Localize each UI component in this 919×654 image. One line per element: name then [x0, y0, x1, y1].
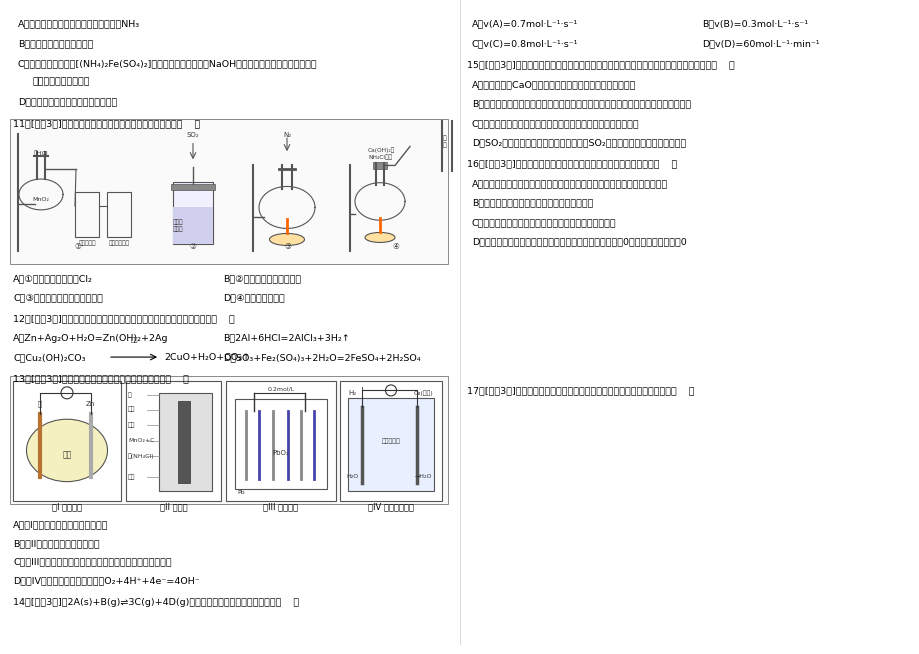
Text: D．铵盐都能与碱反应，不能与酸反应: D．铵盐都能与碱反应，不能与酸反应 — [18, 97, 117, 107]
Text: MnO₂+C: MnO₂+C — [128, 438, 154, 443]
Text: D．可逆反应达到平衡状态时，各组分物质的量浓度变化为0，则化学反应速率为0: D．可逆反应达到平衡状态时，各组分物质的量浓度变化为0，则化学反应速率为0 — [471, 237, 686, 247]
Text: C．可逆反应达到平衡状态时，各组分物质的量不再改变: C．可逆反应达到平衡状态时，各组分物质的量不再改变 — [471, 218, 616, 227]
Text: 15．[本题3分]化学与科技生产、生活环境密切相关。下列有关物质性质与用途说法正确的是（    ）: 15．[本题3分]化学与科技生产、生活环境密切相关。下列有关物质性质与用途说法正… — [467, 61, 734, 69]
Text: 碳棒: 碳棒 — [128, 422, 135, 428]
Text: 蕊试纸检验，试纸变蓝: 蕊试纸检验，试纸变蓝 — [33, 77, 90, 86]
Ellipse shape — [269, 233, 304, 245]
Text: 17．[本题3分]下列有关实验的操作、现象以及得出的解释或结论均正确的是（    ）: 17．[本题3分]下列有关实验的操作、现象以及得出的解释或结论均正确的是（ ） — [467, 387, 694, 395]
Text: 水果: 水果 — [62, 451, 72, 460]
Text: ②: ② — [189, 243, 197, 251]
Bar — [107, 192, 130, 237]
Text: D．图IV所示电池中正极反应为：O₂+4H⁺+4e⁻=4OH⁻: D．图IV所示电池中正极反应为：O₂+4H⁺+4e⁻=4OH⁻ — [13, 576, 199, 585]
Text: →H₂O: →H₂O — [414, 474, 432, 479]
Text: B．v(B)=0.3mol·L⁻¹·s⁻¹: B．v(B)=0.3mol·L⁻¹·s⁻¹ — [701, 19, 807, 28]
Text: 电解质溶液: 电解质溶液 — [381, 438, 400, 443]
Bar — [178, 401, 189, 483]
Text: B．图II所示干电池中锌皮作负极: B．图II所示干电池中锌皮作负极 — [13, 540, 99, 548]
Text: 2CuO+H₂O+CO₂↑: 2CuO+H₂O+CO₂↑ — [164, 353, 250, 362]
Text: D．④实验室制取氢气: D．④实验室制取氢气 — [222, 293, 285, 302]
Text: B．常温下可用铁制或铝制容器贮藏运输液硝酸，因为铁、铝与液硝酸常温下不反应。: B．常温下可用铁制或铝制容器贮藏运输液硝酸，因为铁、铝与液硝酸常温下不反应。 — [471, 99, 690, 109]
Text: 0.2mol/L: 0.2mol/L — [267, 387, 294, 392]
Text: C．Cu₂(OH)₂CO₃: C．Cu₂(OH)₂CO₃ — [13, 353, 85, 362]
Text: A．燃煤中加入CaO可以减少酸雨的形成及温室气体的排放。: A．燃煤中加入CaO可以减少酸雨的形成及温室气体的排放。 — [471, 80, 636, 89]
Text: H₂O: H₂O — [346, 474, 358, 479]
Bar — [10, 376, 448, 504]
Text: A．v(A)=0.7mol·L⁻¹·s⁻¹: A．v(A)=0.7mol·L⁻¹·s⁻¹ — [471, 19, 578, 28]
Text: 13．[本题3分]下列四个常用电化学装置的叙述错误的是（    ）: 13．[本题3分]下列四个常用电化学装置的叙述错误的是（ ） — [13, 374, 188, 383]
Text: Pb: Pb — [237, 490, 244, 495]
Text: D．SO₃+Fe₂(SO₄)₃+2H₂O=2FeSO₄+2H₂SO₄: D．SO₃+Fe₂(SO₄)₃+2H₂O=2FeSO₄+2H₂SO₄ — [222, 353, 420, 362]
Text: 棉
花: 棉 花 — [443, 135, 447, 148]
Text: C．向盛有硫酸亚铁铵[(NH₄)₂Fe(SO₄)₂]溶液的试管中滴加少量NaOH溶液，在试管口用湿润的红色石: C．向盛有硫酸亚铁铵[(NH₄)₂Fe(SO₄)₂]溶液的试管中滴加少量NaOH… — [18, 60, 317, 69]
Text: B．②验证二氧化硫的漂白性: B．②验证二氧化硫的漂白性 — [222, 275, 301, 283]
Text: 图II 干电池: 图II 干电池 — [160, 503, 187, 512]
Bar — [372, 162, 387, 169]
Text: 图I 水果电池: 图I 水果电池 — [51, 503, 82, 512]
Ellipse shape — [27, 419, 108, 481]
Bar — [13, 381, 121, 501]
Text: C．v(C)=0.8mol·L⁻¹·s⁻¹: C．v(C)=0.8mol·L⁻¹·s⁻¹ — [471, 39, 578, 48]
Bar — [226, 381, 335, 501]
Text: C．③可进行单质铁与硫粉的反应: C．③可进行单质铁与硫粉的反应 — [13, 293, 103, 302]
Text: B．2Al+6HCl=2AlCl₃+3H₂↑: B．2Al+6HCl=2AlCl₃+3H₂↑ — [222, 334, 349, 343]
Text: D．v(D)=60mol·L⁻¹·min⁻¹: D．v(D)=60mol·L⁻¹·min⁻¹ — [701, 39, 819, 48]
Text: 图III 铅蓄电池: 图III 铅蓄电池 — [263, 503, 299, 512]
Bar — [10, 120, 448, 264]
Bar — [75, 192, 99, 237]
Text: B．绝大多数铵盐都易溶于水: B．绝大多数铵盐都易溶于水 — [18, 39, 93, 48]
Text: Zn: Zn — [86, 401, 96, 407]
Bar — [171, 184, 215, 190]
Text: 16．[本题3分]关于化学反应速率与化学反应限度，下列说法正确的是（    ）: 16．[本题3分]关于化学反应速率与化学反应限度，下列说法正确的是（ ） — [467, 160, 676, 169]
Bar — [340, 381, 441, 501]
Text: 12．[本题3分]下面四个化学反应，你认为理论上不可用于设计原电池的是（    ）: 12．[本题3分]下面四个化学反应，你认为理论上不可用于设计原电池的是（ ） — [13, 314, 234, 323]
Text: 铜: 铜 — [38, 401, 42, 407]
Text: C．图III所示电池为二次电池，放电过程中硫酸溶液浓度减小: C．图III所示电池为二次电池，放电过程中硫酸溶液浓度减小 — [13, 558, 172, 567]
Ellipse shape — [365, 232, 394, 243]
Text: Ca(OH)₂和
NH₄Cl固体: Ca(OH)₂和 NH₄Cl固体 — [368, 147, 395, 160]
Bar — [234, 399, 327, 489]
Text: ④: ④ — [391, 243, 399, 251]
Text: O₂(空气): O₂(空气) — [414, 390, 433, 396]
Text: A．图I所示电池中，电流从铜片流出: A．图I所示电池中，电流从铜片流出 — [13, 521, 108, 530]
Text: 氢氧化钠溶液: 氢氧化钠溶液 — [108, 241, 130, 246]
Text: 图IV 氢氧燃料电池: 图IV 氢氧燃料电池 — [368, 503, 414, 512]
Text: SO₂: SO₂ — [187, 133, 199, 139]
Text: ③: ③ — [284, 243, 291, 251]
Text: 饱和食盐水: 饱和食盐水 — [78, 241, 96, 246]
Text: 稀HCl: 稀HCl — [34, 151, 49, 156]
Bar — [126, 381, 221, 501]
Text: B．化学反应速率表示化学反应进行的瞬时速率: B．化学反应速率表示化学反应进行的瞬时速率 — [471, 198, 593, 207]
Text: 锌皮: 锌皮 — [128, 474, 135, 479]
Bar — [173, 182, 213, 245]
Text: PbO₂: PbO₂ — [272, 450, 289, 456]
Bar — [173, 207, 213, 245]
Text: D．SO₂和氮氧化物对环境有很大危害，如SO₂是造成光化学烟雾的罪魁祸首。: D．SO₂和氮氧化物对环境有很大危害，如SO₂是造成光化学烟雾的罪魁祸首。 — [471, 139, 686, 147]
Text: 糊(NH₄Cl): 糊(NH₄Cl) — [128, 454, 154, 459]
Text: H₂: H₂ — [347, 390, 356, 396]
Text: A．单位时间内反应物或生成物的物质的量变化越大，表示化学反应速率越快: A．单位时间内反应物或生成物的物质的量变化越大，表示化学反应速率越快 — [471, 179, 667, 188]
Text: 11．[本题3分]下列实验操作正确且能达到相应实验目的的是（    ）: 11．[本题3分]下列实验操作正确且能达到相应实验目的的是（ ） — [13, 119, 200, 128]
Text: A．所有铵盐受热均可以分解，产物均有NH₃: A．所有铵盐受热均可以分解，产物均有NH₃ — [18, 19, 140, 28]
Text: A．①实验室制取纯净的Cl₂: A．①实验室制取纯净的Cl₂ — [13, 275, 93, 283]
Text: C．硝酸是重要的化工原料，用于制化肥、农药、炸药、染料等。: C．硝酸是重要的化工原料，用于制化肥、农药、炸药、染料等。 — [471, 119, 639, 128]
Text: 帽: 帽 — [128, 392, 131, 398]
Bar — [159, 393, 211, 491]
Text: ①: ① — [74, 243, 82, 251]
Bar — [347, 398, 434, 491]
Text: N₂: N₂ — [283, 133, 290, 139]
Text: 14．[本题3分]在2A(s)+B(g)⇌3C(g)+4D(g)反应中，表示该反应速率最快的是（    ）: 14．[本题3分]在2A(s)+B(g)⇌3C(g)+4D(g)反应中，表示该反… — [13, 598, 299, 607]
Text: 石墨: 石墨 — [128, 407, 135, 413]
Text: A．Zn+Ag₂O+H₂O=Zn(OH)₂+2Ag: A．Zn+Ag₂O+H₂O=Zn(OH)₂+2Ag — [13, 334, 168, 343]
Text: MnO₂: MnO₂ — [32, 197, 50, 202]
Text: 紫色石
蕊试液: 紫色石 蕊试液 — [173, 220, 183, 232]
Text: 加热: 加热 — [130, 337, 138, 343]
